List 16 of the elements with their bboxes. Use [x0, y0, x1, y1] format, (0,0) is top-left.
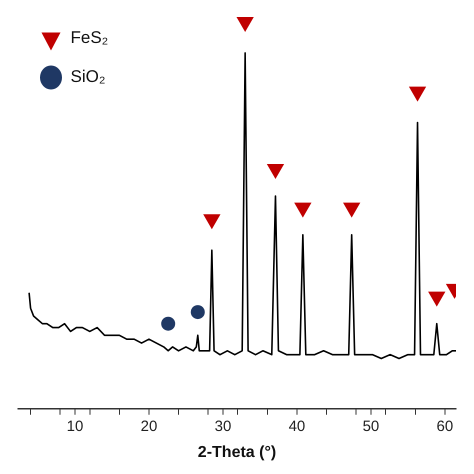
legend-label: FeS₂ [70, 28, 108, 48]
x-tick-label: 40 [288, 418, 306, 435]
point [236, 17, 254, 32]
point [266, 164, 284, 179]
point [428, 292, 446, 307]
x-axis-title: 2-Theta (°) [198, 444, 276, 461]
x-tick-label: 20 [140, 418, 158, 435]
x-tick-label: 30 [214, 418, 232, 435]
point [294, 202, 312, 218]
point [343, 202, 360, 218]
x-tick-label: 50 [362, 418, 380, 435]
legend-label: SiO₂ [70, 67, 106, 86]
point [203, 214, 221, 230]
x-tick-label: 60 [436, 418, 454, 435]
point [408, 86, 426, 102]
x-tick-label: 10 [66, 418, 84, 435]
